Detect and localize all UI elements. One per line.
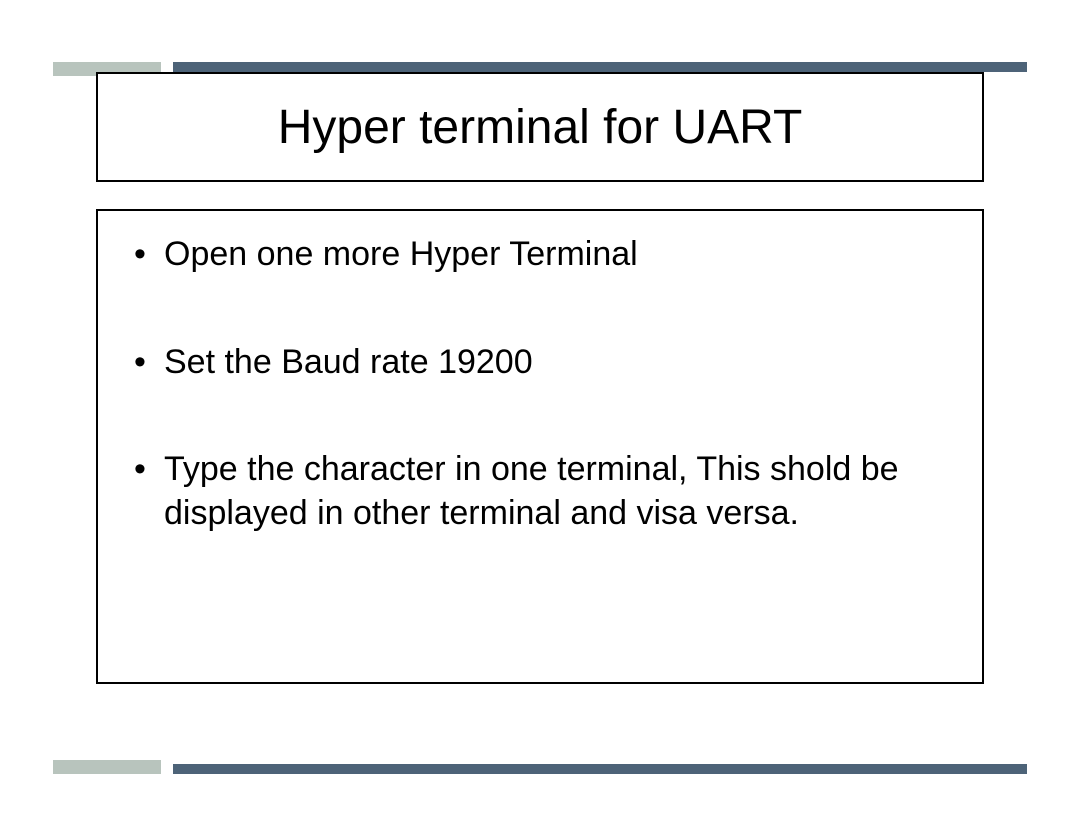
bullet-list: Open one more Hyper Terminal Set the Bau… <box>128 233 952 535</box>
bullet-item: Open one more Hyper Terminal <box>128 233 952 277</box>
bullet-item: Set the Baud rate 19200 <box>128 341 952 385</box>
bottom-bar-light-segment <box>53 760 161 774</box>
bullet-item: Type the character in one terminal, This… <box>128 448 952 535</box>
slide-title-box: Hyper terminal for UART <box>96 72 984 182</box>
bottom-decorative-bar <box>53 760 1027 774</box>
slide-title: Hyper terminal for UART <box>278 100 803 155</box>
top-bar-dark-segment <box>173 62 1027 72</box>
bottom-bar-dark-segment <box>173 764 1027 774</box>
slide-content-box: Open one more Hyper Terminal Set the Bau… <box>96 209 984 684</box>
